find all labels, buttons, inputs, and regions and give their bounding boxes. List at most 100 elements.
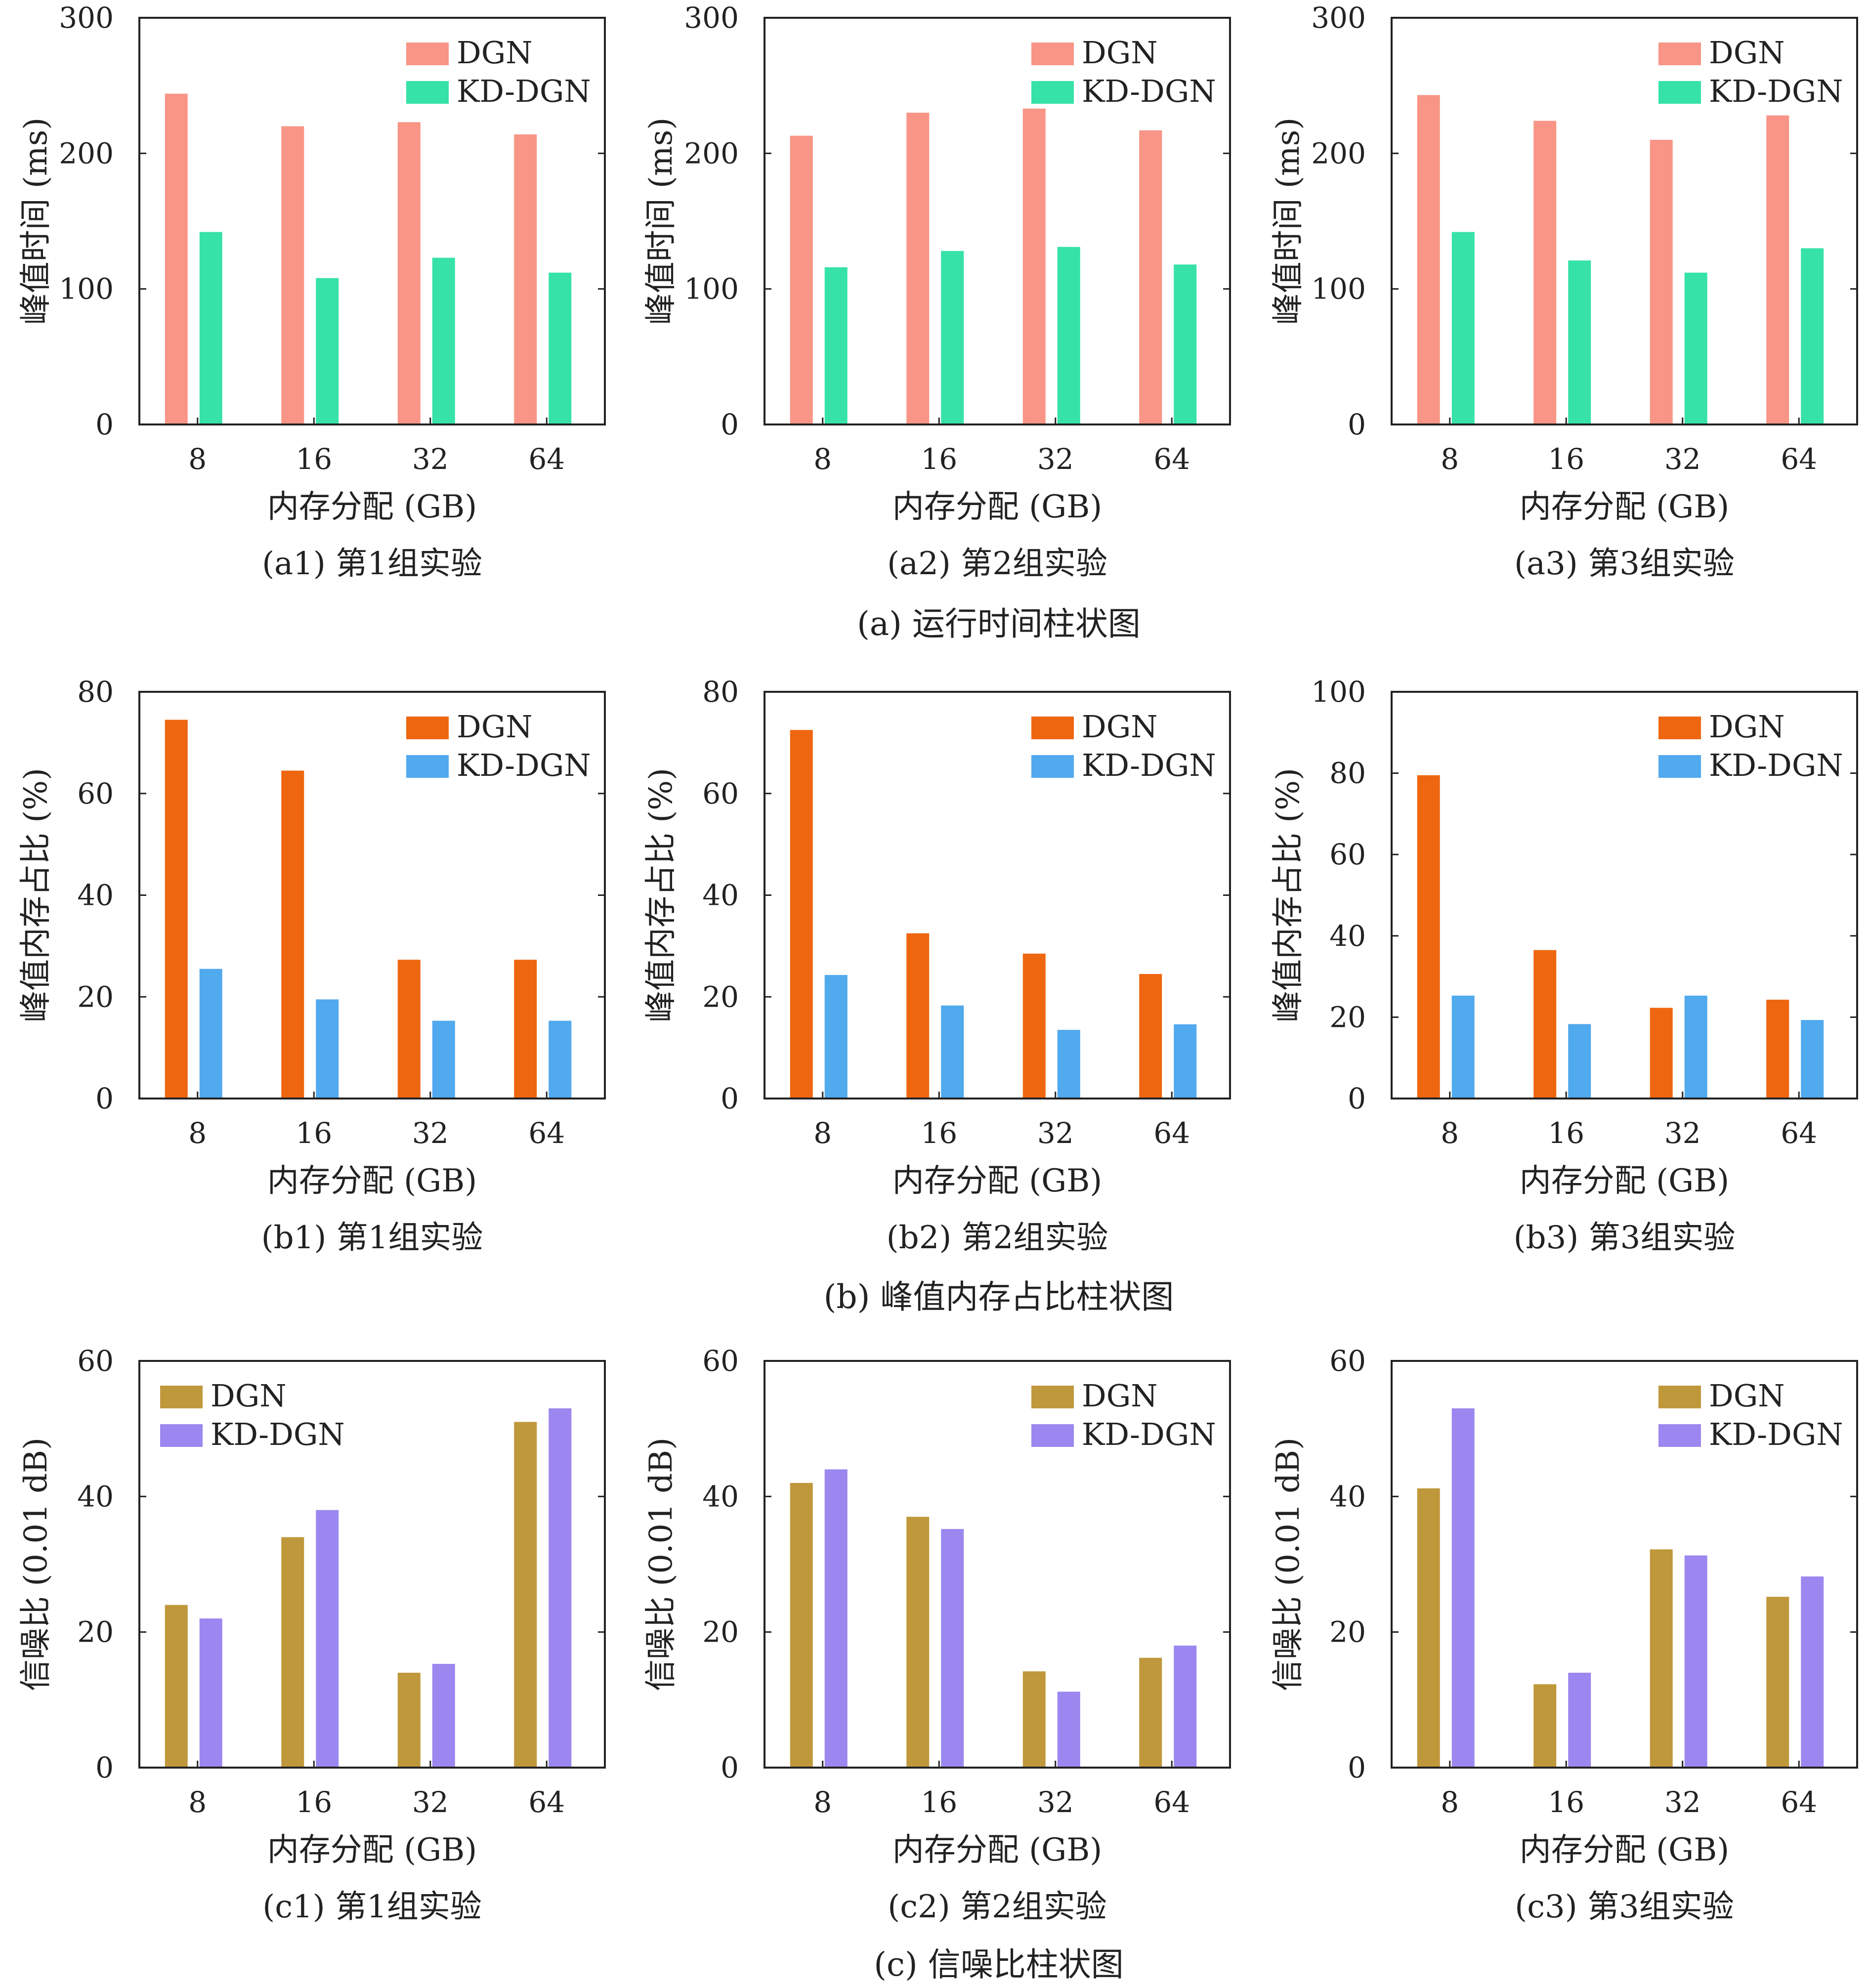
- legend-label-kd-dgn: KD-DGN: [1709, 1416, 1843, 1452]
- bar-dgn-16: [906, 933, 930, 1099]
- x-tick-label: 64: [1781, 442, 1817, 476]
- legend-swatch-dgn: [1658, 1386, 1701, 1408]
- bar-kd-dgn-16: [316, 278, 339, 424]
- x-axis-title: 内存分配 (GB): [1520, 1832, 1729, 1868]
- y-tick-label: 60: [77, 777, 114, 810]
- x-tick-label: 64: [1153, 442, 1190, 476]
- x-tick-label: 8: [188, 1116, 207, 1150]
- y-tick-label: 80: [702, 675, 739, 709]
- x-tick-label: 8: [813, 442, 832, 476]
- x-tick-label: 8: [813, 1785, 832, 1819]
- y-axis-title: 信噪比 (0.01 dB): [18, 1438, 54, 1691]
- plot-frame: [764, 1360, 1231, 1769]
- x-tick-label: 8: [188, 1785, 207, 1819]
- bar-dgn-8: [790, 730, 813, 1099]
- legend-swatch-dgn: [1031, 717, 1074, 739]
- x-tick-label: 32: [1037, 442, 1074, 476]
- legend-swatch-dgn: [406, 42, 449, 65]
- panel-caption: (a1) 第1组实验: [262, 546, 482, 582]
- legend-label-dgn: DGN: [457, 35, 533, 71]
- bar-dgn-8: [165, 1605, 188, 1768]
- bar-dgn-64: [1139, 973, 1162, 1099]
- legend-label-kd-dgn: KD-DGN: [1709, 73, 1843, 109]
- bar-dgn-32: [1022, 1671, 1046, 1768]
- y-axis-title: 信噪比 (0.01 dB): [643, 1438, 679, 1691]
- bar-kd-dgn-64: [549, 1408, 572, 1768]
- bar-dgn-32: [397, 960, 421, 1099]
- bar-kd-dgn-32: [1684, 1555, 1707, 1768]
- row-caption-a: (a) 运行时间柱状图: [857, 605, 1141, 643]
- plot-frame: [1391, 691, 1858, 1100]
- y-tick-label: 200: [59, 136, 114, 170]
- legend-label-kd-dgn: KD-DGN: [1082, 73, 1216, 109]
- y-tick-label: 0: [95, 1751, 114, 1784]
- bar-kd-dgn-16: [941, 1005, 964, 1099]
- legend-label-kd-dgn: KD-DGN: [457, 73, 591, 109]
- x-tick-label: 32: [1664, 1785, 1701, 1819]
- bar-dgn-64: [1766, 1597, 1789, 1768]
- y-tick-label: 200: [684, 136, 739, 170]
- legend-label-dgn: DGN: [211, 1378, 287, 1414]
- bar-kd-dgn-8: [824, 1469, 848, 1768]
- bar-kd-dgn-32: [432, 257, 455, 424]
- bar-kd-dgn-16: [1568, 1024, 1591, 1099]
- bar-dgn-16: [281, 770, 304, 1099]
- x-tick-label: 64: [1153, 1116, 1190, 1150]
- x-tick-label: 8: [188, 442, 207, 476]
- x-axis-title: 内存分配 (GB): [267, 1163, 477, 1199]
- bar-dgn-16: [281, 126, 304, 424]
- legend-swatch-dgn: [1658, 42, 1701, 65]
- bar-dgn-8: [165, 719, 188, 1099]
- bar-kd-dgn-8: [199, 1618, 222, 1768]
- legend-swatch-kd-dgn: [406, 755, 449, 778]
- bar-dgn-8: [790, 1482, 813, 1768]
- bar-kd-dgn-32: [1684, 272, 1707, 424]
- bar-dgn-32: [1650, 139, 1673, 424]
- legend-label-kd-dgn: KD-DGN: [1082, 747, 1216, 783]
- y-tick-label: 100: [59, 272, 114, 306]
- bar-kd-dgn-32: [432, 1020, 455, 1099]
- bar-dgn-64: [1139, 1657, 1162, 1768]
- legend-swatch-dgn: [1031, 42, 1074, 65]
- x-tick-label: 16: [296, 442, 332, 476]
- legend-swatch-kd-dgn: [160, 1424, 203, 1447]
- legend-swatch-dgn: [160, 1386, 203, 1408]
- plot-frame: [138, 1360, 606, 1769]
- bar-dgn-16: [1533, 121, 1557, 424]
- x-axis-title: 内存分配 (GB): [267, 1832, 477, 1868]
- legend-label-dgn: DGN: [1082, 35, 1158, 71]
- x-tick-label: 32: [1037, 1116, 1074, 1150]
- legend-swatch-dgn: [1658, 717, 1701, 739]
- bar-dgn-32: [1022, 953, 1046, 1099]
- bar-kd-dgn-64: [1801, 1020, 1824, 1099]
- bar-kd-dgn-16: [1568, 1672, 1591, 1768]
- panel-caption: (c1) 第1组实验: [262, 1889, 482, 1925]
- x-tick-label: 8: [813, 1116, 832, 1150]
- y-tick-label: 60: [77, 1344, 114, 1378]
- panel-caption: (c3) 第3组实验: [1515, 1889, 1734, 1925]
- bar-kd-dgn-8: [824, 267, 848, 424]
- legend-label-dgn: DGN: [1082, 1378, 1158, 1414]
- y-axis-title: 峰值内存占比 (%): [18, 768, 54, 1022]
- x-tick-label: 64: [528, 1116, 565, 1150]
- y-tick-label: 20: [702, 980, 739, 1014]
- bar-kd-dgn-8: [1451, 995, 1475, 1099]
- bar-kd-dgn-16: [941, 251, 964, 424]
- bar-kd-dgn-8: [199, 969, 222, 1099]
- y-tick-label: 0: [1348, 408, 1366, 441]
- y-tick-label: 40: [702, 879, 739, 912]
- bar-kd-dgn-64: [1174, 264, 1197, 424]
- bar-dgn-64: [514, 134, 537, 425]
- legend-label-kd-dgn: KD-DGN: [1709, 747, 1843, 783]
- x-tick-label: 16: [296, 1785, 332, 1819]
- bar-dgn-16: [1533, 950, 1557, 1099]
- y-tick-label: 300: [59, 1, 114, 35]
- x-axis-title: 内存分配 (GB): [1520, 1163, 1729, 1199]
- panel-caption: (b2) 第2组实验: [887, 1220, 1108, 1256]
- x-tick-label: 64: [528, 442, 565, 476]
